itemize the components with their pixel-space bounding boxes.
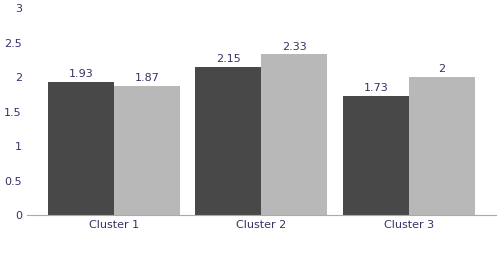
Text: 2.33: 2.33 (282, 42, 306, 52)
Text: 1.93: 1.93 (68, 69, 94, 79)
Bar (196, 67, 262, 215)
Bar (343, 96, 408, 215)
Text: 2: 2 (438, 64, 445, 75)
Bar (262, 54, 327, 215)
Text: 1.73: 1.73 (364, 83, 388, 93)
Text: 2.15: 2.15 (216, 54, 240, 64)
Bar (114, 86, 180, 215)
Bar (48, 82, 114, 215)
Text: 1.87: 1.87 (134, 73, 160, 83)
Bar (408, 77, 474, 215)
